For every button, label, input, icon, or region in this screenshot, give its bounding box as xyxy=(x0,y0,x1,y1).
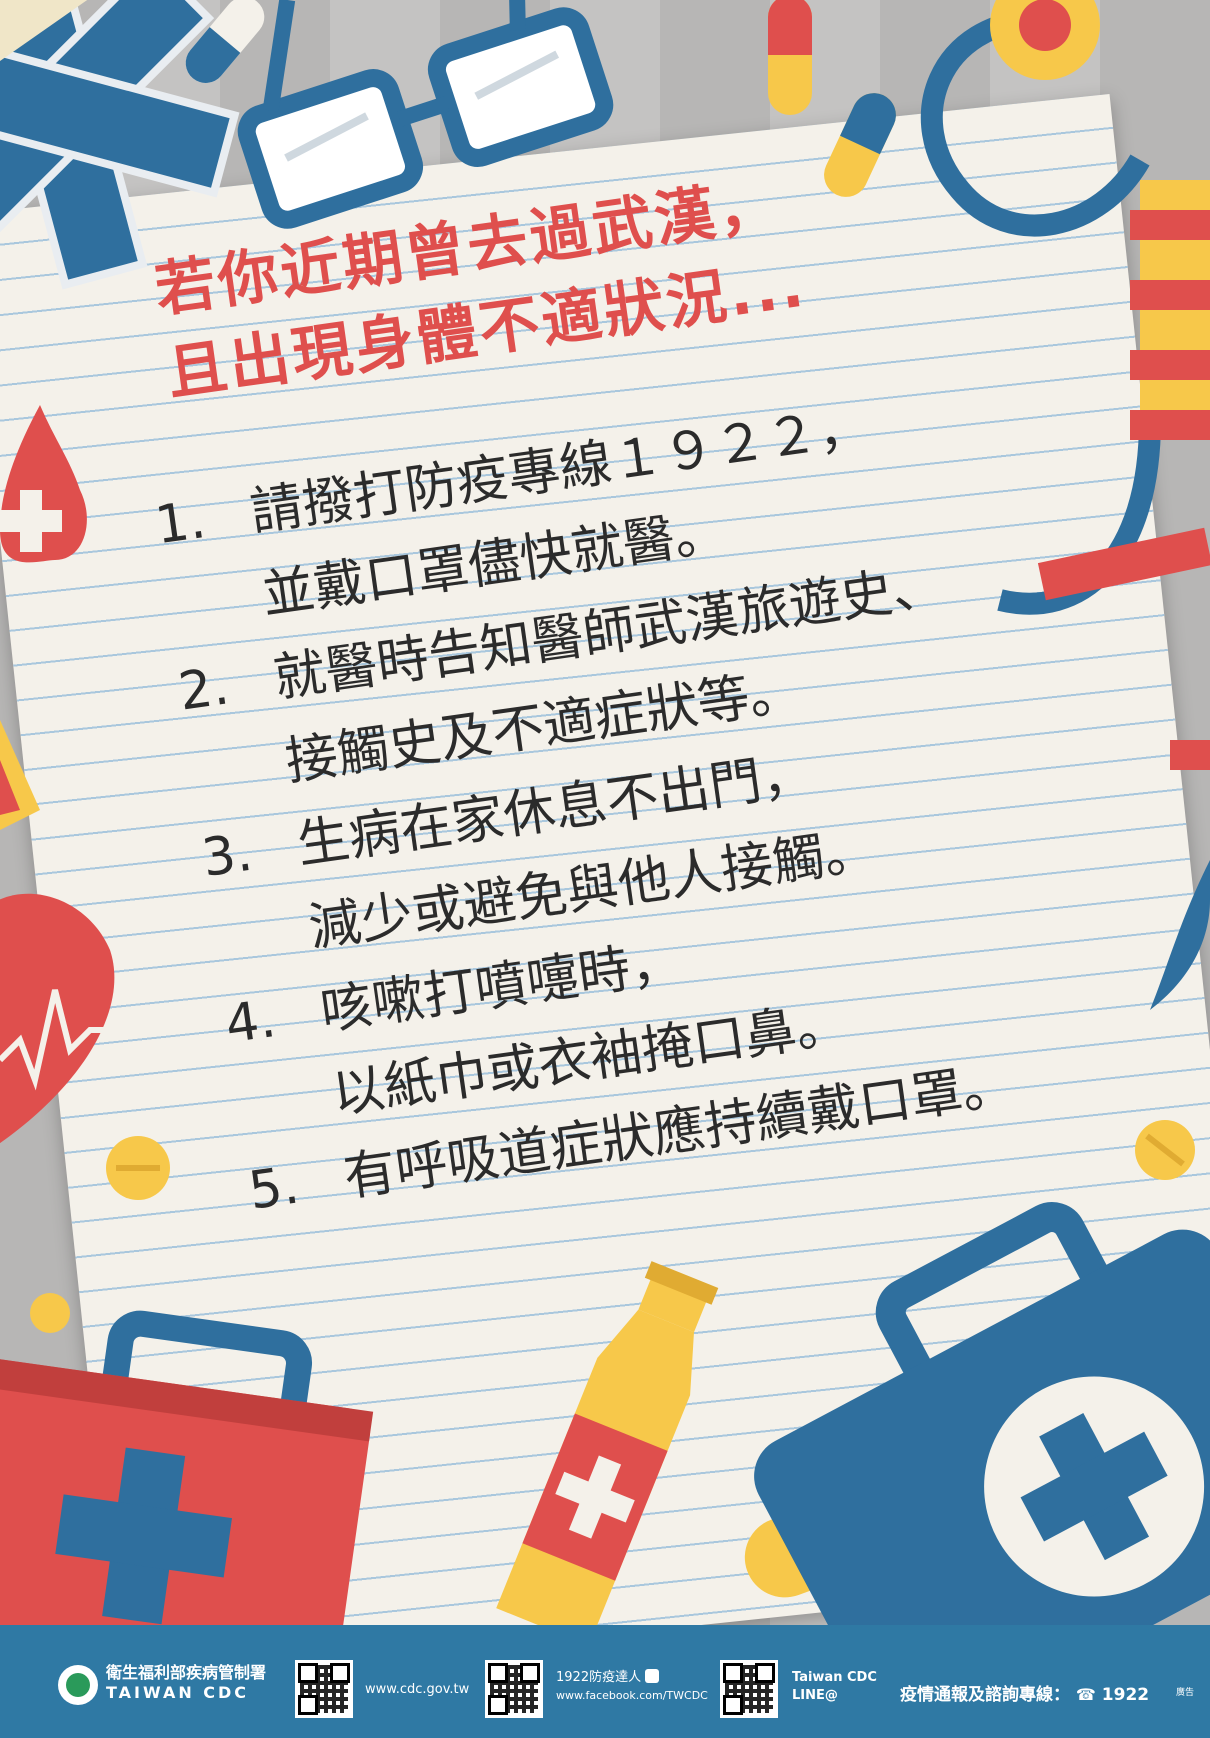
item-number: 5. xyxy=(245,1155,303,1222)
hotline-label: 疫情通報及諮詢專線： xyxy=(900,1685,1070,1705)
medical-kit-icon xyxy=(0,1310,374,1706)
item-number: 2. xyxy=(175,656,233,723)
ad-mark: 廣告 xyxy=(1176,1688,1195,1698)
thumbs-up-icon xyxy=(645,1669,660,1683)
hotline-number: 1922 xyxy=(1101,1685,1150,1705)
hotline: 疫情通報及諮詢專線： ☎ 1922 xyxy=(900,1680,1149,1705)
phone-icon: ☎ xyxy=(1075,1685,1096,1704)
glasses-icon xyxy=(237,0,614,229)
bottle-icon xyxy=(496,1261,719,1646)
blood-drop-icon xyxy=(0,405,87,563)
item-number: 1. xyxy=(151,489,210,557)
pill-icon xyxy=(824,93,896,197)
medical-kit-icon xyxy=(754,1202,1210,1738)
agency-name: 衛生福利部疾病管制署 TAIWAN CDC xyxy=(106,1663,266,1703)
facebook-name: 1922防疫達人 xyxy=(556,1670,642,1685)
pill-icon xyxy=(768,0,812,115)
qr-code-facebook[interactable] xyxy=(485,1660,543,1718)
agency-name-en: TAIWAN CDC xyxy=(106,1683,250,1702)
facebook-info: 1922防疫達人 www.facebook.com/TWCDC xyxy=(556,1669,708,1705)
line-name: Taiwan CDC xyxy=(792,1670,877,1685)
instruction-list: 1. 請撥打防疫專線１９２２， 並戴口罩儘快就醫。 2. 就醫時告知醫師武漢旅遊史、… xyxy=(150,346,1210,1234)
line-id: LINE@ xyxy=(792,1688,838,1703)
facebook-link[interactable]: www.facebook.com/TWCDC xyxy=(556,1689,708,1702)
agency-name-zh: 衛生福利部疾病管制署 xyxy=(106,1663,267,1682)
qr-code-website[interactable] xyxy=(295,1660,353,1718)
footer-bar: 衛生福利部疾病管制署 TAIWAN CDC www.cdc.gov.tw 192… xyxy=(0,1625,1210,1738)
headline: 若你近期曾去過武漢， 且出現身體不適狀況... xyxy=(150,128,1045,417)
stethoscope-icon xyxy=(920,0,1161,615)
pill-icon xyxy=(185,0,265,83)
website-link[interactable]: www.cdc.gov.tw xyxy=(365,1682,470,1697)
item-number: 4. xyxy=(221,989,280,1056)
qr-code-line[interactable] xyxy=(720,1660,778,1718)
cdc-logo-icon xyxy=(58,1665,98,1705)
heart-icon xyxy=(0,893,120,1144)
line-info: Taiwan CDC LINE@ xyxy=(792,1669,877,1705)
item-number: 3. xyxy=(198,822,256,890)
